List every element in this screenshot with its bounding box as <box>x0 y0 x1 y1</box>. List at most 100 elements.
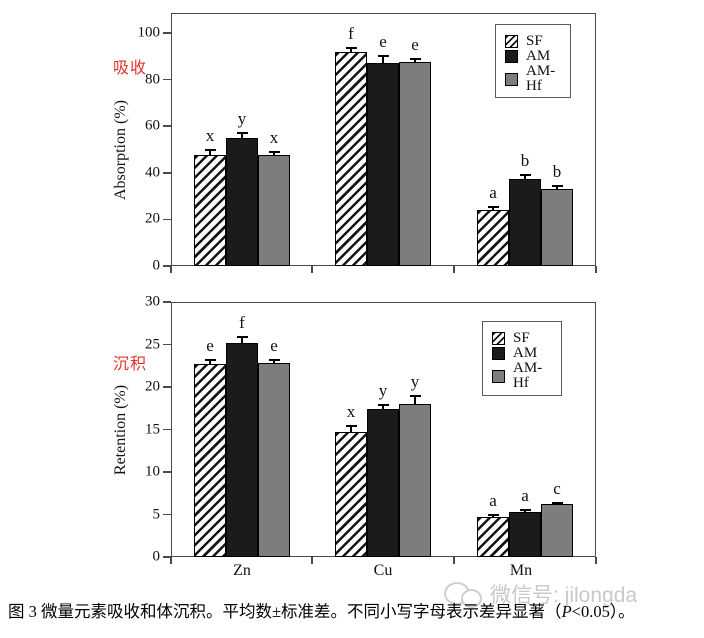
error-bar-cap <box>268 358 280 361</box>
bar-am-hf-zn <box>258 155 290 266</box>
bar-sf-zn <box>194 364 226 557</box>
error-bar-cap <box>377 403 389 406</box>
legend-label: AM-Hf <box>513 360 543 391</box>
y-axis-tick-label: 20 <box>145 210 160 227</box>
bar-sf-mn <box>477 210 509 266</box>
bar-sf-zn <box>194 155 226 266</box>
legend-label: SF <box>526 33 543 49</box>
bar-am-hf-cu <box>399 404 431 557</box>
legend-label: AM <box>513 345 538 361</box>
error-bar-cap <box>519 174 531 177</box>
sig-letter: b <box>520 151 530 171</box>
legend-item-am-hf: AM-Hf <box>505 64 561 94</box>
y-axis-tick <box>163 218 171 221</box>
error-bar-cap <box>487 205 499 208</box>
legend-swatch-am-hf <box>492 369 505 383</box>
y-axis-tick-label: 60 <box>145 117 160 134</box>
bar-am-hf-mn <box>541 504 573 557</box>
bar-am-hf-cu <box>399 62 431 266</box>
error-bar-cap <box>268 150 280 153</box>
wechat-icon <box>443 581 485 608</box>
legend-swatch-am <box>492 347 505 360</box>
bar-am-hf-mn <box>541 189 573 266</box>
y-axis-tick <box>163 32 171 34</box>
x-axis-tick <box>453 557 455 564</box>
legend-label: SF <box>513 330 530 346</box>
y-axis-tick-label: 30 <box>145 293 160 310</box>
error-bar-stem <box>273 151 275 156</box>
sig-letter: y <box>378 380 388 400</box>
error-bar-cap <box>236 132 248 135</box>
error-bar-stem <box>350 426 352 433</box>
legend-item-am-hf: AM-Hf <box>492 361 552 391</box>
sig-letter: e <box>379 32 387 52</box>
error-bar-cap <box>551 184 563 187</box>
y-axis-tick-label: 5 <box>152 506 161 522</box>
sig-letter: a <box>489 182 497 202</box>
watermark-text: 微信号: jilongda <box>490 584 638 607</box>
error-bar-stem <box>492 206 494 211</box>
error-bar-stem <box>209 359 211 365</box>
error-bar-stem <box>414 396 416 404</box>
error-bar-cap <box>409 57 421 60</box>
x-axis-tick <box>453 266 455 273</box>
sig-letter: b <box>552 161 562 181</box>
error-bar-stem <box>382 404 384 410</box>
wechat-watermark: 微信号: jilongda <box>443 579 637 609</box>
caption-text-1: 图 3 微量元素吸收和体沉积。平均数±标准差。不同小写字母表示差异显著（ <box>8 602 562 621</box>
bar-am-hf-zn <box>258 363 290 557</box>
legend-item-am: AM <box>492 346 552 361</box>
error-bar-cap <box>487 513 499 516</box>
x-axis-tick <box>170 266 172 273</box>
bar-am-mn <box>509 178 541 266</box>
bar-am-cu <box>367 409 399 557</box>
y-axis-title: Retention (%) <box>112 384 129 476</box>
y-axis-tick <box>163 301 171 303</box>
category-label-cu: Cu <box>373 562 393 579</box>
category-label-mn: Mn <box>509 562 533 579</box>
sig-letter: e <box>411 34 419 54</box>
error-bar-cap <box>519 509 531 512</box>
y-axis-tick-label: 100 <box>137 24 161 41</box>
y-axis-tick <box>163 556 171 558</box>
y-axis-tick-label: 25 <box>145 336 160 352</box>
x-axis-tick <box>595 266 597 273</box>
error-bar-cap <box>345 47 357 50</box>
sig-letter: e <box>270 335 278 355</box>
sig-letter: y <box>410 372 420 392</box>
legend-label: AM-Hf <box>526 63 556 94</box>
sig-letter: f <box>239 312 245 332</box>
bar-sf-mn <box>477 517 509 557</box>
sig-letter: x <box>269 127 279 147</box>
y-axis-tick-label: 80 <box>145 71 160 88</box>
bar-sf-cu <box>335 51 367 266</box>
legend-label: AM <box>526 48 551 64</box>
y-axis-tick <box>163 471 171 473</box>
bar-am-zn <box>226 342 258 557</box>
error-bar-cap <box>204 358 216 361</box>
bar-am-zn <box>226 137 258 266</box>
error-bar-stem <box>524 175 526 179</box>
error-bar-stem <box>414 58 416 63</box>
error-bar-stem <box>209 149 211 156</box>
y-axis-title: Absorption (%) <box>112 100 129 200</box>
legend-item-am: AM <box>505 49 561 64</box>
sig-letter: x <box>205 125 215 145</box>
error-bar-stem <box>556 185 558 190</box>
y-axis-tick <box>163 428 171 431</box>
caption-text-2: <0.05）。 <box>571 602 635 621</box>
y-axis-tick <box>163 265 171 267</box>
y-axis-tick-label: 15 <box>145 421 160 437</box>
y-axis-tick-label: 0 <box>152 257 161 274</box>
error-bar-cap <box>345 425 357 428</box>
error-bar-stem <box>492 514 494 518</box>
sig-letter: f <box>348 24 354 44</box>
sig-letter: x <box>346 402 356 422</box>
x-axis-tick <box>170 557 172 564</box>
legend: SF AM AM-Hf <box>495 24 571 98</box>
error-bar-stem <box>382 56 384 64</box>
legend: SF AM AM-Hf <box>482 321 562 396</box>
panel-label-cn: 沉积 <box>113 356 148 373</box>
legend-swatch-am-hf <box>505 72 518 86</box>
